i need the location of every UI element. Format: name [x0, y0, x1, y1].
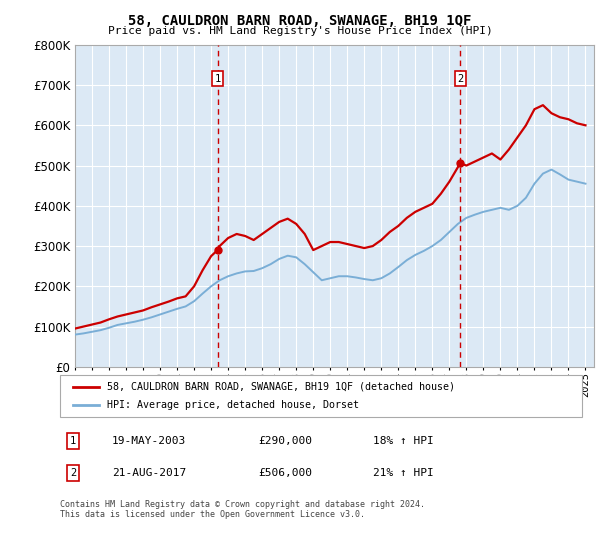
Text: 2: 2	[457, 73, 463, 83]
Text: Price paid vs. HM Land Registry's House Price Index (HPI): Price paid vs. HM Land Registry's House …	[107, 26, 493, 36]
Text: 2: 2	[70, 468, 76, 478]
Text: 21% ↑ HPI: 21% ↑ HPI	[373, 468, 434, 478]
Text: 21-AUG-2017: 21-AUG-2017	[112, 468, 187, 478]
Text: HPI: Average price, detached house, Dorset: HPI: Average price, detached house, Dors…	[107, 400, 359, 410]
Text: 19-MAY-2003: 19-MAY-2003	[112, 436, 187, 446]
Text: £506,000: £506,000	[259, 468, 313, 478]
Text: Contains HM Land Registry data © Crown copyright and database right 2024.
This d: Contains HM Land Registry data © Crown c…	[60, 500, 425, 519]
Text: £290,000: £290,000	[259, 436, 313, 446]
Text: 1: 1	[70, 436, 76, 446]
Text: 18% ↑ HPI: 18% ↑ HPI	[373, 436, 434, 446]
Text: 1: 1	[214, 73, 221, 83]
Text: 58, CAULDRON BARN ROAD, SWANAGE, BH19 1QF (detached house): 58, CAULDRON BARN ROAD, SWANAGE, BH19 1Q…	[107, 382, 455, 392]
Text: 58, CAULDRON BARN ROAD, SWANAGE, BH19 1QF: 58, CAULDRON BARN ROAD, SWANAGE, BH19 1Q…	[128, 14, 472, 28]
